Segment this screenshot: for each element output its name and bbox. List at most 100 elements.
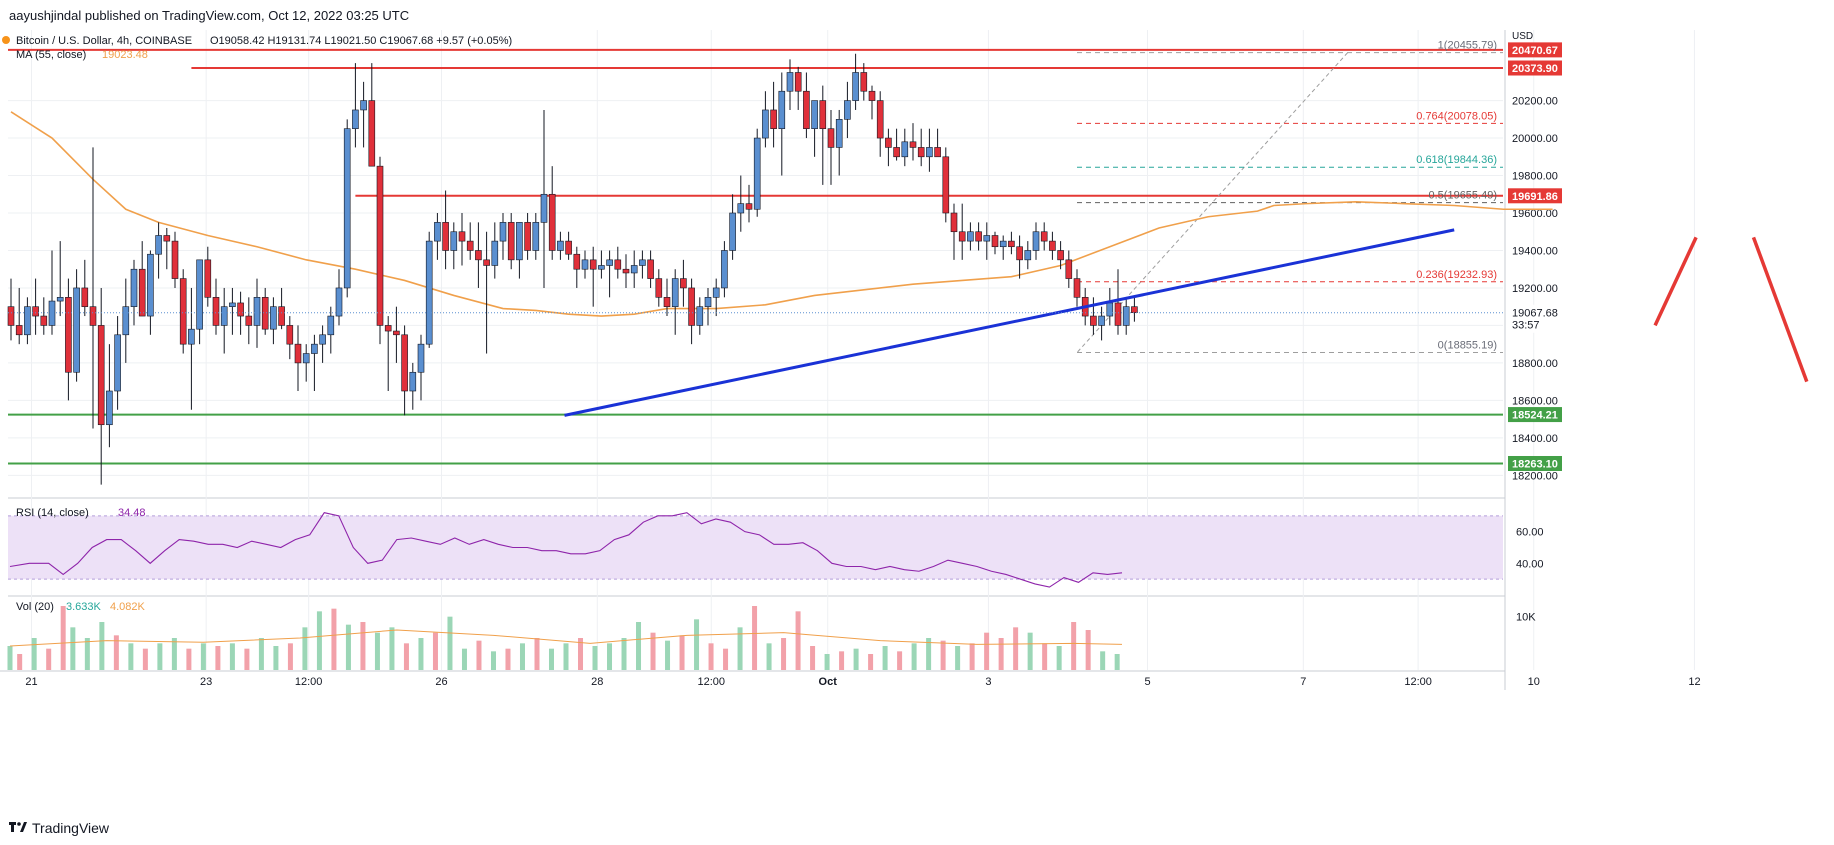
candle-body <box>671 278 679 307</box>
volume-bar <box>824 654 830 670</box>
volume-bar <box>287 643 293 670</box>
candle-body <box>663 297 671 307</box>
time-tick-label: 23 <box>200 676 212 688</box>
volume-bar <box>665 640 671 670</box>
candle-body <box>524 222 531 251</box>
candle-body <box>680 278 687 289</box>
candle-body <box>950 212 958 233</box>
time-tick-label: 12:00 <box>1404 676 1432 688</box>
volume-bar <box>244 648 250 670</box>
volume-bar <box>984 632 990 670</box>
candle-body <box>737 203 745 214</box>
volume-bar <box>1056 646 1062 670</box>
candle-body <box>278 306 285 326</box>
level-price-tag <box>1508 42 1562 58</box>
candle-body <box>204 259 212 298</box>
candle-body <box>56 297 64 302</box>
volume-bar <box>345 624 351 670</box>
candle-body <box>975 231 982 242</box>
volume-bar <box>316 611 322 670</box>
volume-bar <box>273 646 279 670</box>
candle-body <box>589 259 597 270</box>
level-price-tag <box>1508 407 1562 423</box>
candle-body <box>1065 259 1073 279</box>
volume-bar <box>998 638 1004 670</box>
time-tick-label: 5 <box>1144 676 1150 688</box>
volume-bar <box>708 643 714 670</box>
volume-bar <box>447 616 453 670</box>
volume-bar <box>476 640 482 670</box>
volume-bar <box>592 646 598 670</box>
ma-55-line <box>10 111 1553 317</box>
candle-body <box>753 137 761 210</box>
volume-bar <box>418 638 424 670</box>
level-price-tag <box>1508 60 1562 76</box>
candle-body <box>130 268 138 307</box>
volume-bar <box>157 643 163 670</box>
candle-body <box>65 297 72 373</box>
candle-body <box>934 147 941 158</box>
candle-body <box>343 128 351 289</box>
volume-bar <box>897 651 903 670</box>
time-tick-label: Oct <box>819 676 838 688</box>
volume-bar <box>389 627 395 670</box>
volume-bar <box>461 648 467 670</box>
candle-body <box>384 325 392 332</box>
volume-bar <box>911 643 917 670</box>
candle-body <box>73 287 80 373</box>
candle-body <box>24 306 31 336</box>
volume-bar <box>636 622 642 670</box>
volume-bar <box>200 643 206 670</box>
price-tick-label: 18800.00 <box>1512 358 1558 370</box>
fibonacci-level-label: 1(20455.79) <box>1438 40 1497 52</box>
volume-bar <box>229 643 235 670</box>
candle-body <box>712 287 720 298</box>
candle-body <box>696 306 704 326</box>
volume-ma-line <box>9 629 1123 647</box>
candle-body <box>852 72 859 101</box>
candle-body <box>770 109 777 129</box>
candle-body <box>876 100 884 139</box>
candle-body <box>270 306 277 330</box>
volume-bar <box>215 646 221 670</box>
support-trendline <box>564 228 1455 417</box>
candle-body <box>860 72 868 92</box>
time-tick-label: 26 <box>435 676 447 688</box>
candle-body <box>302 353 310 364</box>
tradingview-logo-icon <box>9 822 27 832</box>
candle-body <box>434 222 441 242</box>
legend-ohlc: O19058.42 H19131.74 L19021.50 C19067.68 … <box>210 35 512 47</box>
volume-bar <box>70 627 76 670</box>
candle-body <box>639 259 646 266</box>
volume-bar <box>940 640 946 670</box>
volume-bar <box>679 635 685 670</box>
candle-body <box>319 334 326 345</box>
candle-body <box>1114 302 1122 326</box>
candle-body <box>89 306 97 326</box>
candle-body <box>721 250 728 289</box>
candle-body <box>1122 306 1130 326</box>
candle-body <box>393 330 400 336</box>
candle-body <box>901 141 909 158</box>
volume-bar <box>853 648 859 670</box>
candle-body <box>762 109 769 139</box>
candle-body <box>409 371 417 392</box>
level-price-label: 20373.90 <box>1512 63 1558 75</box>
candle-body <box>729 212 736 251</box>
volume-bar <box>621 638 627 670</box>
legend-rsi-label: RSI (14, close) <box>16 507 89 519</box>
candle-body <box>1131 306 1138 313</box>
candle-body <box>401 334 408 392</box>
tradingview-logo[interactable]: TradingView <box>9 820 109 836</box>
candle-body <box>253 297 261 326</box>
price-tick-label: 19600.00 <box>1512 208 1558 220</box>
fibonacci-level-label: 0(18855.19) <box>1438 340 1497 352</box>
volume-bar <box>534 638 540 670</box>
volume-bar <box>781 638 787 670</box>
candle-body <box>458 231 466 242</box>
candle-body <box>1073 278 1081 298</box>
chart-legend: Bitcoin / U.S. Dollar, 4h, COINBASE O1905… <box>2 35 512 61</box>
volume-bar <box>548 648 554 670</box>
chart-area[interactable]: USD18200.0018400.0018600.0018800.0019000… <box>0 30 1834 815</box>
volume-bar <box>490 651 496 670</box>
